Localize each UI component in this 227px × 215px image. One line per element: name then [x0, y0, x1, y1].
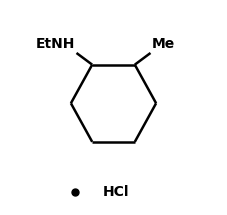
Text: Me: Me: [152, 37, 175, 51]
Text: EtNH: EtNH: [36, 37, 75, 51]
Text: HCl: HCl: [102, 185, 129, 199]
